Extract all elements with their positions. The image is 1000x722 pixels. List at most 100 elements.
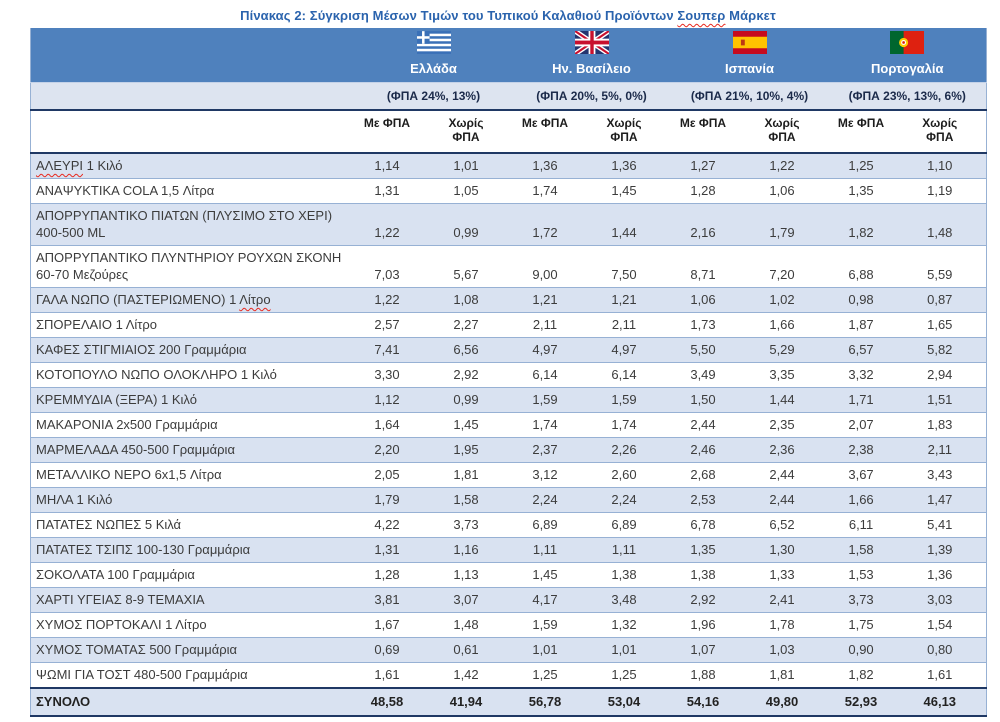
product-label: ΑΠΟΡΡΥΠΑΝΤΙΚΟ ΠΙΑΤΩΝ (ΠΛΥΣΙΜΟ ΣΤΟ ΧΕΡΙ) … (30, 203, 355, 246)
price-value: 1,47 (907, 487, 987, 513)
country-name: Ισπανία (725, 61, 774, 76)
price-value: 1,28 (374, 567, 400, 582)
price-value: 6,14 (532, 367, 558, 382)
price-value: 1,12 (354, 387, 434, 413)
price-value: 1,66 (769, 317, 795, 332)
price-value: 1,87 (848, 317, 874, 332)
price-value: 1,67 (374, 617, 400, 632)
price-value: 1,58 (433, 487, 513, 513)
product-label: ΠΑΤΑΤΕΣ ΤΣΙΠΣ 100-130 Γραμμάρια (30, 537, 355, 563)
price-value: 0,61 (433, 637, 513, 663)
price-value: 1,14 (354, 153, 434, 179)
price-value: 1,16 (433, 537, 513, 563)
price-value: 1,36 (927, 567, 953, 582)
price-value: 5,59 (927, 267, 953, 282)
price-value: 1,31 (354, 537, 434, 563)
price-value: 0,90 (828, 637, 908, 663)
price-value: 2,53 (670, 487, 750, 513)
price-value: 1,19 (927, 183, 953, 198)
price-value: 1,82 (848, 667, 874, 682)
country-header-row: Ελλάδα Ην. Βασίλειο Ισπανία Πορτογαλία (30, 28, 987, 83)
price-value: 1,07 (670, 637, 750, 663)
column-header-row: Με ΦΠΑ Χωρίς ΦΠΑ Με ΦΠΑ Χωρίς ΦΠΑ Με ΦΠΑ Χωρί… (30, 110, 987, 154)
price-value: 6,88 (848, 267, 874, 282)
price-value: 1,78 (769, 617, 795, 632)
price-value: 3,81 (354, 587, 434, 613)
price-value: 1,30 (749, 537, 829, 563)
uk-flag-icon (574, 31, 609, 54)
price-value: 0,87 (907, 287, 987, 313)
total-value: 53,04 (591, 688, 671, 716)
price-value: 1,82 (828, 203, 908, 246)
price-value: 1,74 (532, 417, 558, 432)
price-value: 8,71 (690, 267, 716, 282)
price-value: 1,71 (828, 387, 908, 413)
product-label: ΓΑΛΑ ΝΩΠΟ (ΠΑΣΤΕΡΙΩΜΕΝΟ) 1 Λίτρο (30, 287, 355, 313)
price-value: 2,68 (690, 467, 716, 482)
vat-rates-spain: (ΦΠΑ 21%, 10%, 4%) (670, 82, 829, 111)
price-value: 1,35 (848, 183, 874, 198)
table-row: ΚΟΤΟΠΟΥΛΟ ΝΩΠΟ ΟΛΟΚΛΗΡΟ 1 Κιλό 3,30 2,92 6,… (30, 362, 987, 388)
price-value: 1,75 (848, 617, 874, 632)
price-value: 1,81 (453, 467, 479, 482)
price-value: 1,59 (591, 387, 671, 413)
table-row: ΑΛΕΥΡΙ 1 Κιλό 1,14 1,01 1,36 1,36 1,27 1,22 1,2… (30, 153, 987, 179)
col-header-without-vat-portugal: Χωρίς ΦΠΑ (907, 110, 987, 154)
price-value: 1,61 (374, 667, 400, 682)
product-label: ΜΗΛΑ 1 Κιλό (30, 487, 355, 513)
price-value: 3,03 (907, 587, 987, 613)
price-value: 1,11 (512, 537, 592, 563)
country-header-spain: Ισπανία (670, 28, 829, 83)
price-value: 1,03 (749, 637, 829, 663)
price-value: 1,61 (927, 667, 953, 682)
table-row: ΣΟΚΟΛΑΤΑ 100 Γραμμάρια 1,28 1,13 1,45 1,38 1,… (30, 562, 987, 588)
total-value: 52,93 (828, 688, 908, 716)
total-value: 56,78 (512, 688, 592, 716)
price-value: 3,73 (828, 587, 908, 613)
price-value: 2,27 (453, 317, 479, 332)
total-row: ΣΥΝΟΛΟ 48,58 41,94 56,78 53,04 54,16 49,… (30, 688, 987, 716)
price-value: 1,01 (591, 637, 671, 663)
price-value: 1,66 (828, 487, 908, 513)
price-value: 1,11 (591, 537, 671, 563)
table-row: ΑΝΑΨΥΚΤΙΚΑ COLA 1,5 Λίτρα 1,31 1,05 1,74 1,4… (30, 178, 987, 204)
price-value: 1,54 (927, 617, 953, 632)
price-value: 1,27 (670, 153, 750, 179)
price-value: 1,72 (512, 203, 592, 246)
price-value: 6,89 (532, 517, 558, 532)
price-value: 6,78 (690, 517, 716, 532)
price-value: 3,73 (453, 517, 479, 532)
col-header-with-vat-spain: Με ΦΠΑ (670, 110, 750, 154)
price-value: 2,26 (591, 437, 671, 463)
price-value: 3,30 (374, 367, 400, 382)
price-value: 1,45 (611, 183, 637, 198)
product-label: ΑΠΟΡΡΥΠΑΝΤΙΚΟ ΠΛΥΝΤΗΡΙΟΥ ΡΟΥΧΩΝ ΣΚΟΝΗ 60… (36, 250, 342, 282)
price-value: 5,67 (453, 267, 479, 282)
product-label: ΠΑΤΑΤΕΣ ΝΩΠΕΣ 5 Κιλά (36, 517, 182, 532)
price-value: 1,33 (769, 567, 795, 582)
price-value: 3,07 (433, 587, 513, 613)
price-value: 9,00 (532, 267, 558, 282)
price-value: 1,25 (828, 153, 908, 179)
col-header-without-vat-greece: Χωρίς ΦΠΑ (433, 110, 513, 154)
price-value: 2,16 (670, 203, 750, 246)
price-value: 1,10 (907, 153, 987, 179)
price-value: 5,50 (670, 337, 750, 363)
price-value: 7,41 (354, 337, 434, 363)
col-header-with-vat-portugal: Με ΦΠΑ (828, 110, 908, 154)
price-value: 2,44 (690, 417, 716, 432)
price-value: 2,24 (591, 487, 671, 513)
price-value: 1,13 (453, 567, 479, 582)
price-value: 1,44 (749, 387, 829, 413)
price-value: 1,01 (433, 153, 513, 179)
price-value: 1,35 (670, 537, 750, 563)
price-value: 2,38 (828, 437, 908, 463)
price-value: 1,45 (532, 567, 558, 582)
price-value: 1,83 (927, 417, 953, 432)
price-value: 1,38 (611, 567, 637, 582)
price-value: 7,03 (374, 267, 400, 282)
price-value: 1,64 (374, 417, 400, 432)
price-value: 2,41 (749, 587, 829, 613)
price-value: 1,50 (670, 387, 750, 413)
price-value: 2,11 (532, 317, 558, 332)
